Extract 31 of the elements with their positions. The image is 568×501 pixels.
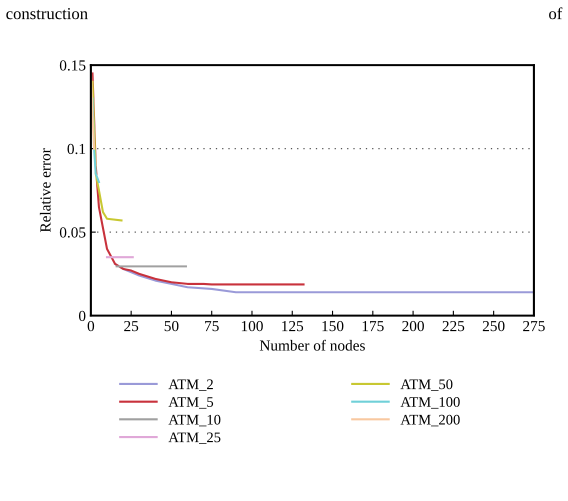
x-axis-title: Number of nodes	[260, 340, 365, 351]
text: of	[549, 7, 562, 20]
x-tick-label: 275	[523, 320, 545, 332]
y-tick-label: 0.1	[68, 144, 86, 154]
x-tick-label: 200	[402, 320, 424, 332]
x-tick-label: 25	[124, 320, 138, 332]
x-tick-label: 175	[362, 321, 384, 332]
y-tick-label: 0	[78, 310, 86, 322]
line-series	[91, 72, 305, 286]
x-tick-label: 125	[282, 320, 304, 332]
x-tick-label: 150	[322, 320, 344, 332]
line-series	[91, 80, 123, 222]
x-tick-label: 225	[442, 320, 464, 332]
legend-label: ATM_2	[168, 379, 213, 391]
line-series	[91, 97, 100, 184]
y-tick-label: 0.15	[60, 60, 86, 71]
legend-label: ATM_100	[400, 397, 460, 409]
x-tick-label: 100	[242, 320, 263, 332]
y-axis-title: Relative error	[40, 148, 51, 232]
legend-label: ATM_10	[168, 414, 220, 426]
line-series	[114, 262, 534, 294]
x-tick-label: 0	[88, 320, 94, 332]
legend-label: ATM_25	[168, 432, 220, 444]
legend-label: ATM_5	[168, 397, 214, 409]
legend-label: ATM_200	[400, 414, 460, 426]
y-tick-label: 0.05	[60, 227, 86, 238]
x-tick-label: 50	[164, 320, 178, 332]
text: construction	[6, 8, 88, 20]
x-tick-label: 250	[482, 320, 505, 332]
x-tick-label: 75	[205, 321, 219, 332]
legend-label: ATM_50	[400, 379, 452, 391]
